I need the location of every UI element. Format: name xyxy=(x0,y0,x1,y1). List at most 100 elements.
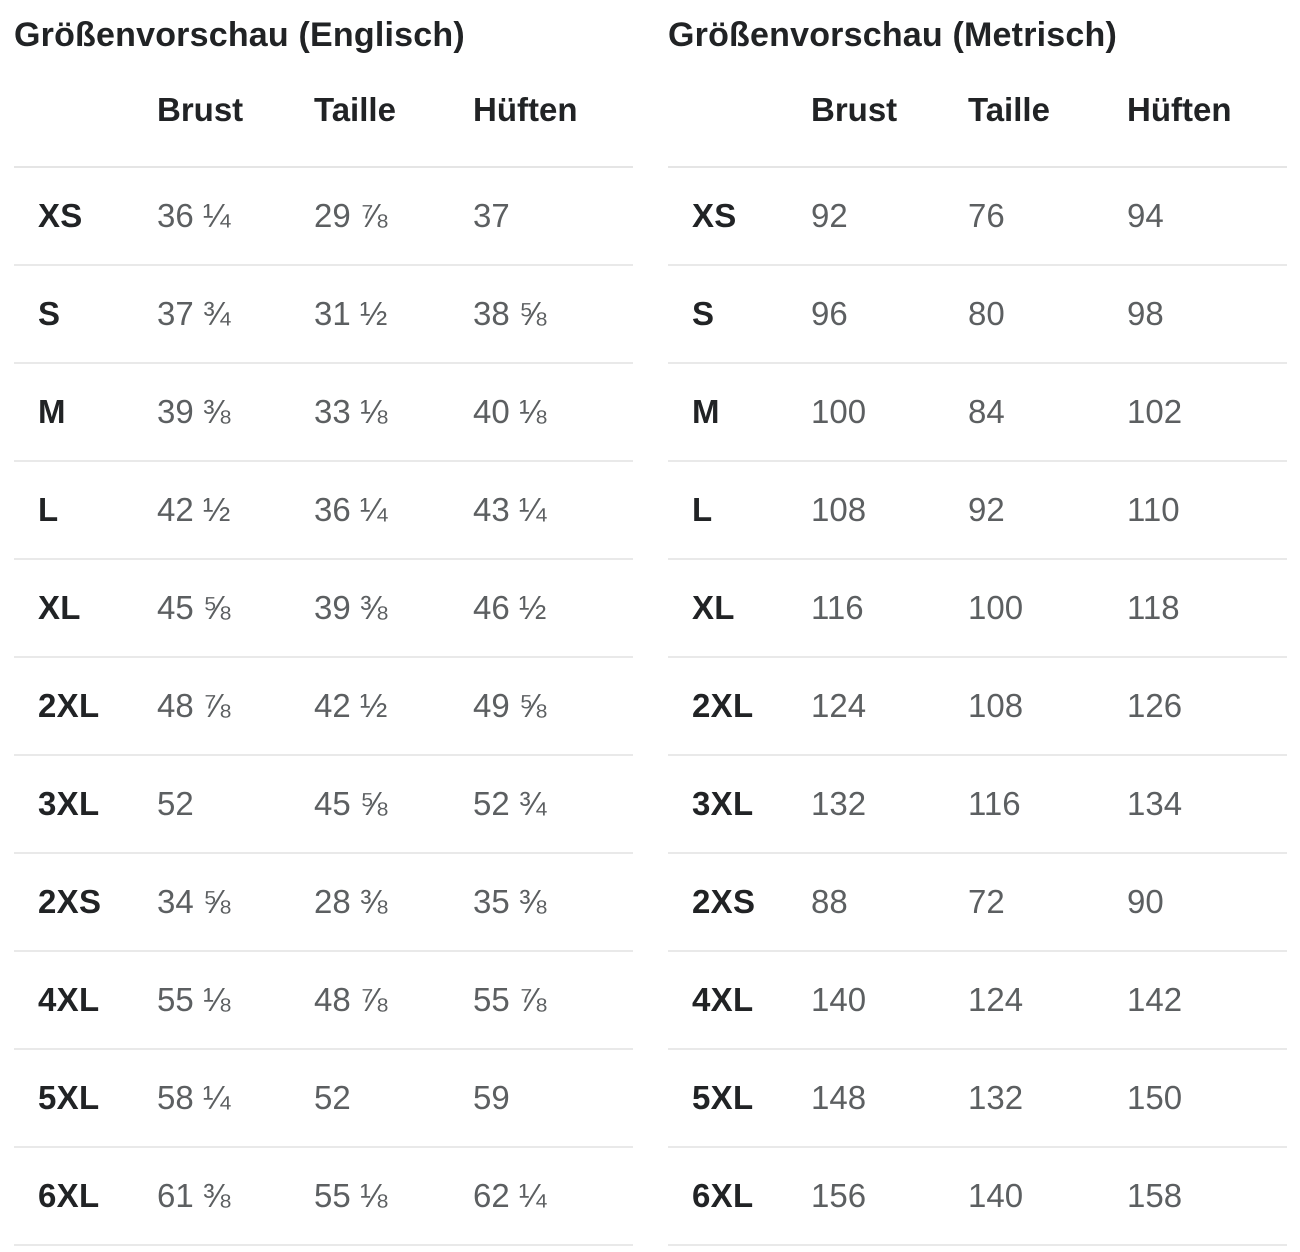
hips-value: 46 ½ xyxy=(473,589,547,626)
waist-value: 33 ⅛ xyxy=(314,393,388,430)
waist-value: 28 ⅜ xyxy=(314,883,388,920)
waist-value: 76 xyxy=(968,197,1005,234)
table-row: 4XL 140 124 142 xyxy=(668,952,1287,1050)
size-label: 4XL xyxy=(692,981,754,1018)
table-row: 6XL 61 ⅜ 55 ⅛ 62 ¼ xyxy=(14,1148,633,1246)
table-row: 2XS 88 72 90 xyxy=(668,854,1287,952)
chest-value: 61 ⅜ xyxy=(157,1177,231,1214)
waist-value: 55 ⅛ xyxy=(314,1177,388,1214)
hips-value: 142 xyxy=(1127,981,1183,1018)
table-row: M 39 ⅜ 33 ⅛ 40 ⅛ xyxy=(14,364,633,462)
size-table-metric: Größenvorschau (Metrisch) Brust Taille H… xyxy=(668,0,1287,1246)
table-row: M 100 84 102 xyxy=(668,364,1287,462)
table-row: 5XL 148 132 150 xyxy=(668,1050,1287,1148)
table-row: S 37 ¾ 31 ½ 38 ⅝ xyxy=(14,266,633,364)
table-row: XL 116 100 118 xyxy=(668,560,1287,658)
chest-value: 45 ⅝ xyxy=(157,589,231,626)
size-label: XS xyxy=(692,197,737,234)
table-row: 3XL 132 116 134 xyxy=(668,756,1287,854)
waist-value: 48 ⅞ xyxy=(314,981,388,1018)
size-label: XL xyxy=(38,589,81,626)
size-label: 6XL xyxy=(38,1177,100,1214)
chest-value: 37 ¾ xyxy=(157,295,231,332)
hips-value: 98 xyxy=(1127,295,1164,332)
table-title-metric: Größenvorschau (Metrisch) xyxy=(668,16,1117,54)
column-header-row: Brust Taille Hüften xyxy=(14,54,633,168)
chest-value: 39 ⅜ xyxy=(157,393,231,430)
waist-value: 29 ⅞ xyxy=(314,197,388,234)
size-label: 2XS xyxy=(38,883,102,920)
size-label: XS xyxy=(38,197,83,234)
table-row: XS 92 76 94 xyxy=(668,168,1287,266)
table-row: 2XL 48 ⅞ 42 ½ 49 ⅝ xyxy=(14,658,633,756)
waist-value: 36 ¼ xyxy=(314,491,388,528)
size-label: M xyxy=(38,393,66,430)
hips-value: 59 xyxy=(473,1079,510,1116)
hips-value: 94 xyxy=(1127,197,1164,234)
size-label: 5XL xyxy=(38,1079,100,1116)
chest-value: 108 xyxy=(811,491,867,528)
table-row: 2XL 124 108 126 xyxy=(668,658,1287,756)
chest-value: 156 xyxy=(811,1177,867,1214)
table-row: 5XL 58 ¼ 52 59 xyxy=(14,1050,633,1148)
table-row: XL 45 ⅝ 39 ⅜ 46 ½ xyxy=(14,560,633,658)
waist-value: 108 xyxy=(968,687,1024,724)
table-row: 3XL 52 45 ⅝ 52 ¾ xyxy=(14,756,633,854)
waist-value: 100 xyxy=(968,589,1024,626)
size-label: 4XL xyxy=(38,981,100,1018)
chest-value: 96 xyxy=(811,295,848,332)
column-header-hueften: Hüften xyxy=(473,91,578,128)
size-label: 2XL xyxy=(692,687,754,724)
table-row: 6XL 156 140 158 xyxy=(668,1148,1287,1246)
hips-value: 40 ⅛ xyxy=(473,393,547,430)
size-label: 2XL xyxy=(38,687,100,724)
waist-value: 31 ½ xyxy=(314,295,388,332)
chest-value: 55 ⅛ xyxy=(157,981,231,1018)
size-table-english: Größenvorschau (Englisch) Brust Taille H… xyxy=(14,0,633,1246)
hips-value: 37 xyxy=(473,197,510,234)
chest-value: 100 xyxy=(811,393,867,430)
chest-value: 132 xyxy=(811,785,867,822)
hips-value: 62 ¼ xyxy=(473,1177,547,1214)
chest-value: 48 ⅞ xyxy=(157,687,231,724)
waist-value: 92 xyxy=(968,491,1005,528)
size-label: XL xyxy=(692,589,735,626)
hips-value: 49 ⅝ xyxy=(473,687,547,724)
size-label: S xyxy=(692,295,715,332)
waist-value: 52 xyxy=(314,1079,351,1116)
hips-value: 102 xyxy=(1127,393,1183,430)
table-row: XS 36 ¼ 29 ⅞ 37 xyxy=(14,168,633,266)
hips-value: 43 ¼ xyxy=(473,491,547,528)
hips-value: 158 xyxy=(1127,1177,1183,1214)
chest-value: 92 xyxy=(811,197,848,234)
waist-value: 84 xyxy=(968,393,1005,430)
waist-value: 45 ⅝ xyxy=(314,785,388,822)
waist-value: 116 xyxy=(968,785,1021,822)
hips-value: 55 ⅞ xyxy=(473,981,547,1018)
size-label: 6XL xyxy=(692,1177,754,1214)
table-row: S 96 80 98 xyxy=(668,266,1287,364)
chest-value: 88 xyxy=(811,883,848,920)
hips-value: 90 xyxy=(1127,883,1164,920)
waist-value: 80 xyxy=(968,295,1005,332)
column-header-row: Brust Taille Hüften xyxy=(668,54,1287,168)
size-label: 5XL xyxy=(692,1079,754,1116)
waist-value: 124 xyxy=(968,981,1024,1018)
waist-value: 42 ½ xyxy=(314,687,388,724)
hips-value: 35 ⅜ xyxy=(473,883,547,920)
chest-value: 58 ¼ xyxy=(157,1079,231,1116)
size-label: 3XL xyxy=(38,785,100,822)
chest-value: 42 ½ xyxy=(157,491,231,528)
waist-value: 39 ⅜ xyxy=(314,589,388,626)
size-label: M xyxy=(692,393,720,430)
chest-value: 140 xyxy=(811,981,867,1018)
column-header-brust: Brust xyxy=(157,91,244,128)
waist-value: 72 xyxy=(968,883,1005,920)
waist-value: 140 xyxy=(968,1177,1024,1214)
table-body: XS 92 76 94 S 96 80 98 M 100 84 102 L 1 xyxy=(668,168,1287,1246)
hips-value: 110 xyxy=(1127,491,1180,528)
chest-value: 148 xyxy=(811,1079,867,1116)
hips-value: 118 xyxy=(1127,589,1180,626)
column-header-taille: Taille xyxy=(314,91,396,128)
